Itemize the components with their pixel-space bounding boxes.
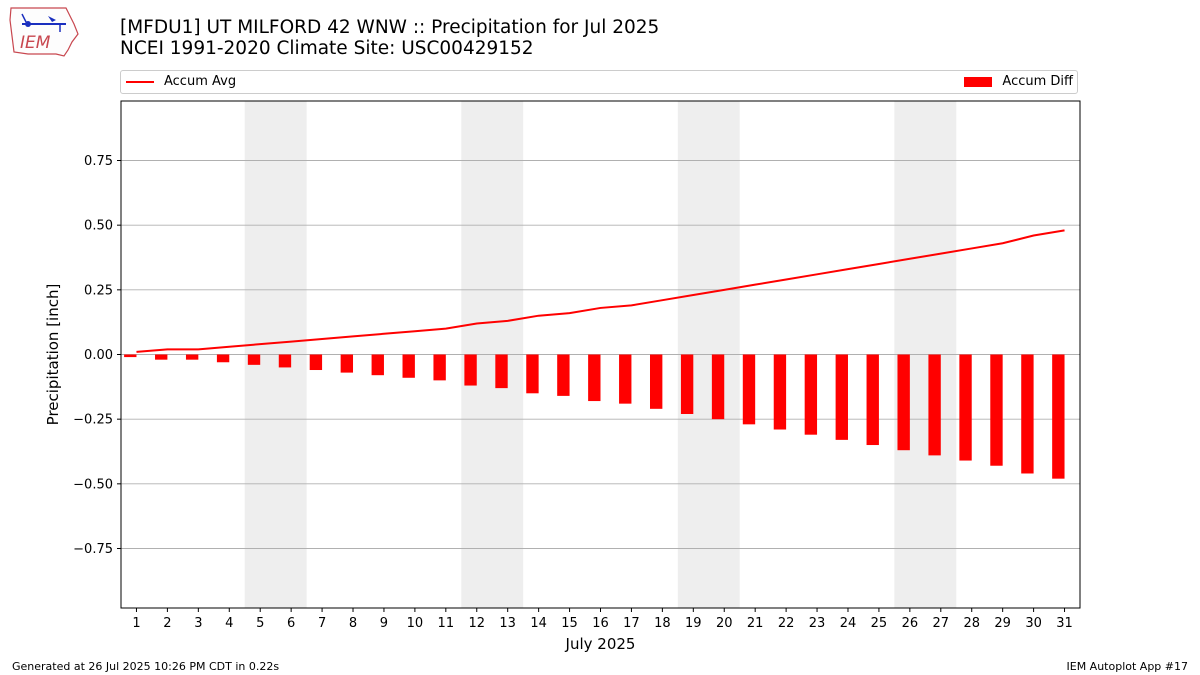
- logo-text: IEM: [20, 33, 51, 53]
- x-tick-label: 5: [256, 616, 264, 631]
- accum-diff-bar: [897, 354, 910, 451]
- accum-diff-bar: [804, 354, 818, 435]
- x-tick-label: 20: [716, 616, 733, 631]
- accum-diff-bar: [619, 354, 632, 404]
- chart-title: [MFDU1] UT MILFORD 42 WNW :: Precipitati…: [120, 17, 659, 59]
- x-tick-label: 28: [963, 616, 980, 631]
- y-tick-label: −0.25: [73, 413, 113, 428]
- accum-diff-bar: [990, 354, 1003, 466]
- y-tick-label: 0.25: [84, 283, 113, 298]
- accum-diff-bar: [928, 354, 941, 456]
- x-tick-label: 2: [163, 616, 171, 631]
- accum-diff-bar: [711, 354, 725, 420]
- accum-diff-bar: [247, 354, 261, 365]
- accum-diff-bar: [340, 354, 354, 373]
- y-axis-label: Precipitation [inch]: [44, 284, 62, 426]
- x-tick-label: 19: [685, 616, 702, 631]
- accum-diff-bar: [433, 354, 446, 381]
- x-tick-label: 29: [994, 616, 1011, 631]
- x-tick-label: 3: [194, 616, 202, 631]
- accum-diff-bar: [526, 354, 539, 394]
- chart-legend: Accum Avg Accum Diff: [120, 70, 1078, 94]
- x-tick-label: 22: [778, 616, 795, 631]
- accum-diff-bar: [588, 354, 601, 402]
- accum-avg-line: [136, 229, 1065, 353]
- x-tick-label: 31: [1056, 616, 1073, 631]
- x-tick-label: 30: [1025, 616, 1042, 631]
- accum-diff-bar: [866, 354, 879, 446]
- accum-diff-bar: [773, 354, 787, 430]
- x-tick-label: 6: [287, 616, 295, 631]
- accum-diff-bar: [1052, 354, 1065, 479]
- legend-bar-swatch: [964, 77, 993, 87]
- legend-item-accum-avg: Accum Avg: [126, 74, 236, 90]
- x-tick-label: 7: [318, 616, 326, 631]
- x-tick-label: 12: [468, 616, 485, 631]
- accum-avg-line-group: [136, 229, 1065, 353]
- x-tick-label: 1: [132, 616, 140, 631]
- accum-diff-bar: [402, 354, 415, 378]
- x-tick-label: 24: [840, 616, 857, 631]
- iowa-state-weather-station-logo-icon: IEM: [9, 7, 79, 57]
- chart-title-line1: [MFDU1] UT MILFORD 42 WNW :: Precipitati…: [120, 17, 660, 38]
- accum-diff-bar: [649, 354, 663, 409]
- accum-diff-bar: [124, 354, 137, 358]
- x-tick-label: 23: [809, 616, 826, 631]
- y-tick-label: 0.00: [84, 348, 113, 363]
- accum-diff-bar: [216, 354, 230, 363]
- x-tick-label: 17: [623, 616, 640, 631]
- accum-diff-bar: [185, 354, 199, 360]
- footer-app-id: IEM Autoplot App #17: [1066, 660, 1189, 673]
- legend-line-swatch: [126, 81, 154, 83]
- legend-label-accum-avg: Accum Avg: [164, 74, 237, 89]
- accum-diff-bar: [835, 354, 848, 440]
- accum-diff-bar: [680, 354, 694, 414]
- accum-diff-bar: [464, 354, 477, 386]
- x-tick-label: 27: [933, 616, 950, 631]
- x-axis-ticks: 1 2 3 4 5 6 7 8 9 10 11 12 13 14 15 16 17 18 19 20 21 22 23 24 2…: [132, 608, 1073, 631]
- y-tick-label: 0.50: [84, 219, 113, 234]
- x-tick-label: 16: [592, 616, 609, 631]
- x-tick-label: 18: [654, 616, 671, 631]
- chart-title-line2: NCEI 1991-2020 Climate Site: USC00429152: [120, 38, 534, 59]
- x-tick-label: 11: [438, 616, 455, 631]
- y-tick-label: −0.75: [73, 542, 113, 557]
- accum-diff-bar: [1021, 354, 1034, 474]
- x-tick-label: 21: [747, 616, 764, 631]
- x-tick-label: 15: [561, 616, 578, 631]
- accum-diff-bar: [495, 354, 508, 389]
- accum-diff-bar: [371, 354, 384, 376]
- iem-logo: IEM: [8, 6, 80, 58]
- x-tick-label: 8: [349, 616, 357, 631]
- x-tick-label: 13: [499, 616, 516, 631]
- accum-diff-bar: [742, 354, 756, 425]
- accum-diff-bar: [155, 354, 168, 360]
- legend-item-accum-diff: Accum Diff: [964, 74, 1073, 90]
- legend-label-accum-diff: Accum Diff: [1002, 74, 1073, 89]
- footer-generated-text: Generated at 26 Jul 2025 10:26 PM CDT in…: [12, 660, 280, 673]
- y-axis-ticks: −0.75 −0.50 −0.25 0.00 0.25 0.50 0.75: [73, 154, 121, 557]
- x-axis-label: July 2025: [565, 635, 636, 653]
- x-tick-label: 10: [407, 616, 424, 631]
- x-tick-label: 25: [871, 616, 888, 631]
- x-tick-label: 4: [225, 616, 233, 631]
- accum-diff-bar: [557, 354, 570, 396]
- accum-diff-bar: [309, 354, 323, 371]
- x-tick-label: 14: [530, 616, 547, 631]
- y-tick-label: −0.50: [73, 477, 113, 492]
- accum-diff-bars: [124, 354, 1065, 479]
- x-tick-label: 9: [380, 616, 388, 631]
- accum-diff-bar: [959, 354, 972, 461]
- x-tick-label: 26: [902, 616, 919, 631]
- accum-diff-bar: [278, 354, 292, 368]
- y-tick-label: 0.75: [84, 154, 113, 169]
